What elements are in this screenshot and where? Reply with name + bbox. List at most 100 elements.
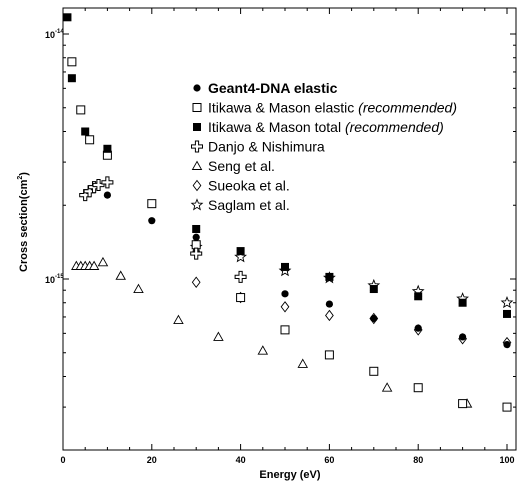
data-point <box>325 300 333 308</box>
data-point <box>67 74 76 83</box>
data-point <box>381 382 393 392</box>
legend-label: Seng et al. <box>208 158 275 174</box>
data-point <box>458 399 468 409</box>
data-point <box>147 199 157 209</box>
data-point <box>281 290 289 298</box>
legend-label-name: Sueoka et al. <box>208 178 290 194</box>
data-point <box>280 325 290 335</box>
data-point <box>191 276 201 288</box>
series-itikawa-mason-total <box>63 13 511 318</box>
data-point <box>88 260 100 270</box>
data-point <box>502 402 512 412</box>
data-point <box>97 256 109 267</box>
data-point <box>257 345 269 355</box>
legend-label: Itikawa & Mason elastic (recommended) <box>208 100 457 116</box>
data-point <box>101 176 114 189</box>
data-point <box>280 301 290 313</box>
y-tick-label: 10-15 <box>45 274 64 285</box>
legend: Geant4-DNA elastic Itikawa & Mason elasti… <box>190 80 457 213</box>
data-point <box>237 247 245 255</box>
data-point <box>414 292 423 301</box>
x-tick-label: 80 <box>413 455 423 465</box>
legend-marker <box>192 103 202 112</box>
data-point <box>281 262 289 271</box>
data-point <box>115 270 126 280</box>
legend-marker <box>191 140 203 153</box>
y-axis-title-tail: ) <box>18 172 30 176</box>
data-point <box>173 314 184 324</box>
legend-marker <box>191 160 203 170</box>
series-seng-et-al- <box>71 256 473 408</box>
x-tick-label: 60 <box>324 455 334 465</box>
data-point <box>370 314 378 323</box>
data-point <box>500 296 514 309</box>
data-point <box>503 309 511 318</box>
y-tick-label-exp: -15 <box>55 274 64 280</box>
data-point <box>67 57 77 67</box>
data-point <box>81 127 90 136</box>
data-point <box>85 135 95 145</box>
data-point <box>458 298 467 307</box>
data-point <box>192 233 200 241</box>
data-point <box>148 217 156 225</box>
legend-marker <box>190 198 204 211</box>
data-point <box>190 247 203 260</box>
data-point <box>325 272 334 281</box>
data-point <box>133 283 144 293</box>
y-axis-title: Cross section(cm2) <box>17 172 30 272</box>
legend-label: Sueoka et al. <box>208 178 290 194</box>
legend-label-name: Itikawa & Mason elastic <box>208 100 354 116</box>
data-point <box>414 324 422 332</box>
data-point <box>369 366 379 376</box>
data-point <box>191 240 201 250</box>
x-axis-title: Energy (eV) <box>259 469 320 481</box>
x-tick-label: 100 <box>499 455 514 465</box>
data-marks <box>63 13 514 412</box>
x-tick-label: 20 <box>147 455 157 465</box>
data-point <box>103 191 111 199</box>
data-point <box>325 309 334 322</box>
legend-label-suffix: (recommended) <box>354 100 457 116</box>
data-point <box>369 285 378 294</box>
legend-marker <box>192 179 202 192</box>
series-geant4-dna-elastic <box>103 191 511 349</box>
y-axis-title-main: Cross section(cm <box>18 179 30 272</box>
x-tick-label: 0 <box>60 455 65 465</box>
data-point <box>324 350 334 360</box>
data-point <box>234 270 247 283</box>
data-point <box>459 333 467 341</box>
y-tick-label: 10-14 <box>45 29 64 40</box>
legend-label-name: Saglam et al. <box>208 197 290 213</box>
data-point <box>297 358 309 368</box>
data-point <box>236 293 246 303</box>
y-tick-label-base: 10 <box>45 30 55 40</box>
legend-label: Itikawa & Mason total (recommended) <box>208 119 444 135</box>
plot-frame-border <box>62 7 517 451</box>
legend-marker <box>193 84 201 92</box>
data-point <box>413 383 423 393</box>
legend-marker <box>193 123 201 131</box>
y-tick-label-exp: -14 <box>55 29 64 35</box>
y-tick-label-base: 10 <box>45 275 55 285</box>
data-point <box>192 224 201 233</box>
data-point <box>213 331 224 341</box>
data-point <box>79 189 92 202</box>
legend-label: Geant4-DNA elastic <box>208 80 338 96</box>
data-point <box>76 105 86 115</box>
legend-label: Danjo & Nishimura <box>208 139 325 155</box>
series-danjo-nishimura <box>79 176 247 283</box>
legend-label-name: Danjo & Nishimura <box>208 139 325 155</box>
series-itikawa-mason-elastic <box>67 57 512 412</box>
legend-label-name: Itikawa & Mason total <box>208 119 341 135</box>
legend-label: Saglam et al. <box>208 197 290 213</box>
data-point <box>83 185 96 198</box>
data-point <box>103 144 112 153</box>
y-axis-title-sup: 2 <box>17 176 24 180</box>
data-point <box>63 13 72 22</box>
plot-frame <box>62 7 517 451</box>
data-point <box>92 178 105 191</box>
legend-label-name: Seng et al. <box>208 158 275 174</box>
data-point <box>503 340 511 349</box>
